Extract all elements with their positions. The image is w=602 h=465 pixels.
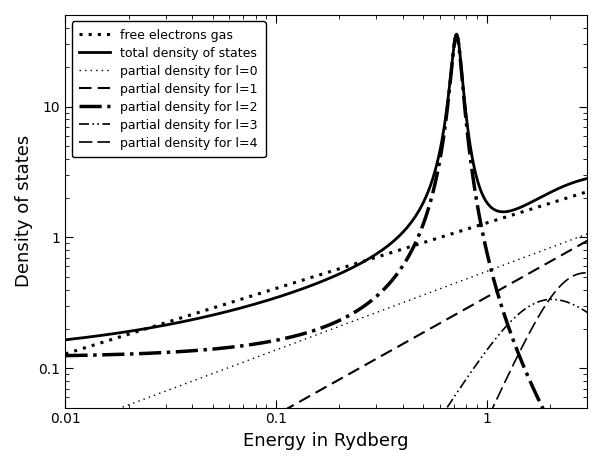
- total density of states: [453, 31, 460, 37]
- partial density for l=1: [318, 387, 325, 392]
- partial density for l=2: [88, 352, 96, 358]
- Line: free electrons gas: free electrons gas: [66, 190, 592, 354]
- partial density for l=0: [62, 425, 69, 431]
- partial density for l=0: [573, 235, 580, 241]
- partial density for l=1: [588, 235, 595, 241]
- partial density for l=0: [88, 416, 96, 421]
- total density of states: [88, 334, 96, 339]
- free electrons gas: [588, 187, 595, 193]
- total density of states: [588, 174, 595, 180]
- total density of states: [318, 279, 325, 285]
- free electrons gas: [476, 222, 483, 228]
- partial density for l=3: [573, 303, 580, 309]
- partial density for l=1: [573, 244, 580, 250]
- Line: partial density for l=3: partial density for l=3: [66, 299, 592, 465]
- Legend: free electrons gas, total density of states, partial density for l=0, partial de: free electrons gas, total density of sta…: [72, 21, 265, 157]
- Line: partial density for l=4: partial density for l=4: [66, 273, 592, 465]
- partial density for l=4: [476, 432, 483, 438]
- free electrons gas: [88, 343, 96, 348]
- total density of states: [304, 284, 311, 290]
- Line: partial density for l=2: partial density for l=2: [66, 35, 592, 465]
- partial density for l=4: [582, 270, 589, 276]
- free electrons gas: [318, 272, 325, 277]
- partial density for l=1: [476, 298, 483, 304]
- partial density for l=2: [477, 218, 484, 224]
- partial density for l=3: [548, 297, 556, 302]
- partial density for l=4: [573, 272, 580, 277]
- total density of states: [477, 186, 484, 192]
- free electrons gas: [573, 193, 580, 198]
- partial density for l=0: [588, 229, 595, 235]
- partial density for l=0: [476, 271, 483, 277]
- total density of states: [573, 179, 580, 184]
- Line: total density of states: total density of states: [66, 34, 592, 340]
- total density of states: [62, 337, 69, 343]
- partial density for l=2: [453, 33, 460, 38]
- partial density for l=1: [573, 244, 580, 250]
- partial density for l=2: [318, 325, 325, 331]
- free electrons gas: [573, 192, 580, 198]
- partial density for l=2: [62, 353, 69, 359]
- X-axis label: Energy in Rydberg: Energy in Rydberg: [243, 432, 409, 450]
- free electrons gas: [304, 276, 311, 281]
- partial density for l=4: [588, 271, 595, 276]
- partial density for l=3: [588, 312, 595, 318]
- Line: partial density for l=0: partial density for l=0: [66, 232, 592, 428]
- total density of states: [573, 179, 580, 184]
- partial density for l=0: [318, 330, 325, 336]
- Line: partial density for l=1: partial density for l=1: [66, 238, 592, 465]
- partial density for l=2: [304, 330, 311, 335]
- partial density for l=1: [304, 394, 311, 400]
- partial density for l=0: [573, 235, 580, 241]
- partial density for l=3: [476, 357, 483, 362]
- Y-axis label: Density of states: Density of states: [15, 135, 33, 287]
- partial density for l=4: [573, 272, 580, 277]
- partial density for l=3: [573, 304, 580, 309]
- free electrons gas: [62, 351, 69, 357]
- partial density for l=0: [304, 335, 311, 341]
